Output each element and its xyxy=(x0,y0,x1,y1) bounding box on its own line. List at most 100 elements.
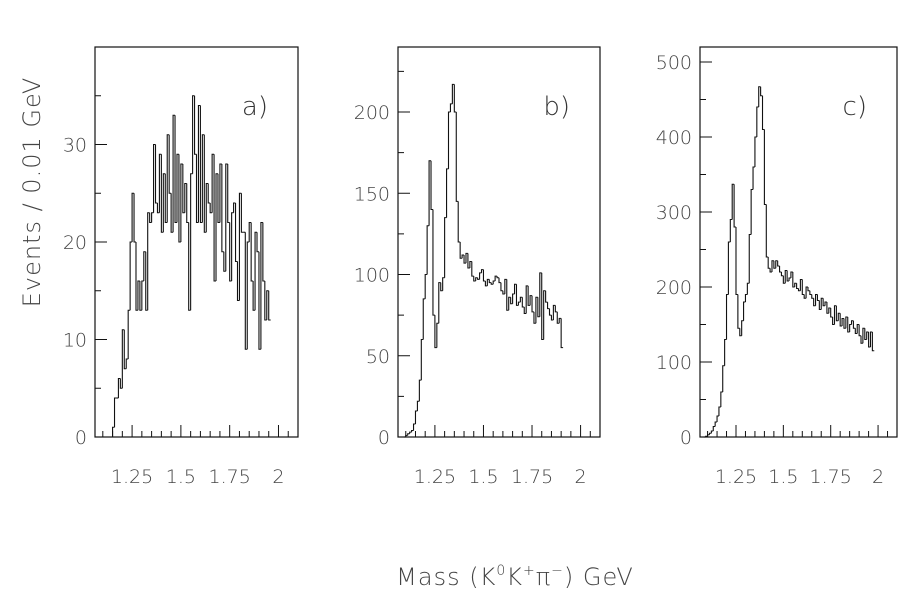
histogram-bin xyxy=(475,277,478,281)
histogram-bin xyxy=(268,290,271,321)
histogram-bin xyxy=(782,275,786,284)
histogram-bin xyxy=(123,329,127,370)
histogram-bin xyxy=(211,153,215,213)
histogram-bin xyxy=(784,269,788,284)
histogram-bin xyxy=(531,295,534,313)
histogram-bin xyxy=(112,426,115,437)
histogram-bin xyxy=(205,182,209,233)
histogram-series xyxy=(403,83,564,438)
histogram-bin xyxy=(813,298,816,307)
histogram-bin xyxy=(215,173,218,281)
histogram-bin xyxy=(517,301,521,306)
histogram-bin xyxy=(119,378,123,389)
histogram-bin xyxy=(479,272,482,280)
histogram-bin xyxy=(121,329,125,389)
histogram-bin xyxy=(547,302,550,310)
histogram-bin xyxy=(227,164,230,224)
histogram-bin xyxy=(731,183,735,220)
histogram-bin xyxy=(457,201,461,243)
histogram-bin xyxy=(828,307,831,314)
histogram-bin xyxy=(442,277,445,291)
histogram-bin xyxy=(219,163,222,223)
histogram-bin xyxy=(847,317,850,333)
histogram-bin xyxy=(182,164,185,214)
histogram-bin xyxy=(769,268,772,273)
histogram-bin xyxy=(824,301,827,306)
histogram-bin xyxy=(477,277,480,280)
histogram-bin xyxy=(486,278,490,286)
x-tick-label: 2 xyxy=(272,466,284,488)
histogram-bin xyxy=(519,296,523,303)
histogram-bin xyxy=(556,311,560,324)
histogram-bin xyxy=(727,241,731,295)
histogram-bin xyxy=(172,114,176,233)
y-tick-label: 100 xyxy=(656,352,692,374)
histogram-bin xyxy=(494,275,498,281)
histogram-bin xyxy=(463,255,466,264)
histogram-bin xyxy=(558,317,562,324)
histogram-bin xyxy=(145,251,148,311)
histogram-bin xyxy=(154,144,158,204)
histogram-bin xyxy=(264,281,267,321)
x-tick-label: 1.25 xyxy=(111,466,153,488)
histogram-bin xyxy=(262,222,265,282)
histogram-bin xyxy=(436,322,439,348)
x-tick-label: 1.25 xyxy=(715,466,757,488)
histogram-bin xyxy=(229,222,232,282)
histogram-bin xyxy=(525,285,529,314)
histogram-bin xyxy=(133,193,136,243)
histogram-bin xyxy=(484,281,488,287)
histogram-bin xyxy=(446,168,449,218)
histogram-bin xyxy=(748,233,752,284)
histogram-bin xyxy=(508,296,511,311)
histogram-bin xyxy=(266,290,269,320)
y-tick-label: 0 xyxy=(75,427,87,449)
histogram-bin xyxy=(252,281,256,311)
histogram-bin xyxy=(147,212,150,311)
histogram-bin xyxy=(256,232,259,253)
histogram-bin xyxy=(194,95,197,155)
histogram-bin xyxy=(426,225,430,275)
histogram-bin xyxy=(854,328,858,335)
x-tick-label: 1.25 xyxy=(414,466,456,488)
histogram-bin xyxy=(871,332,875,352)
histogram-bin xyxy=(712,425,716,431)
histogram-bin xyxy=(864,328,867,341)
histogram-bin xyxy=(192,95,195,174)
histogram-bin xyxy=(760,86,763,97)
histogram-bin xyxy=(184,182,187,213)
panel-a: 0 10 20 30 1.25 1.5 1.75 2 a) xyxy=(63,46,299,488)
histogram-bin xyxy=(797,288,801,292)
histogram-bin xyxy=(238,192,242,301)
histogram-bin xyxy=(156,203,160,214)
histogram-bin xyxy=(420,338,424,381)
histogram-bin xyxy=(418,379,422,402)
histogram-bin xyxy=(513,283,517,294)
histogram-bin xyxy=(143,251,146,281)
histogram-bin xyxy=(213,154,217,282)
histogram-bin xyxy=(529,295,533,306)
histogram-bin xyxy=(500,282,503,292)
panel-label: c) xyxy=(843,92,867,122)
histogram-bin xyxy=(480,269,484,273)
histogram-bin xyxy=(233,202,236,213)
histogram-bin xyxy=(412,423,416,431)
histogram-bin xyxy=(231,212,234,281)
x-tick-label: 1.75 xyxy=(810,466,852,488)
histogram-bin xyxy=(856,323,860,334)
histogram-bin xyxy=(746,282,750,295)
histogram-bin xyxy=(223,251,226,272)
histogram-bin xyxy=(830,308,833,318)
histogram-bin xyxy=(786,270,790,282)
histogram-bin xyxy=(127,309,131,359)
histogram-bin xyxy=(411,429,414,433)
histogram-bin xyxy=(170,193,174,233)
histogram-bin xyxy=(414,410,418,424)
histogram-bin xyxy=(409,431,412,434)
histogram-bin xyxy=(502,290,505,295)
histogram-bin xyxy=(545,290,548,303)
histogram-bin xyxy=(254,231,258,311)
histogram-bin xyxy=(490,282,494,285)
histogram-series xyxy=(703,86,875,438)
